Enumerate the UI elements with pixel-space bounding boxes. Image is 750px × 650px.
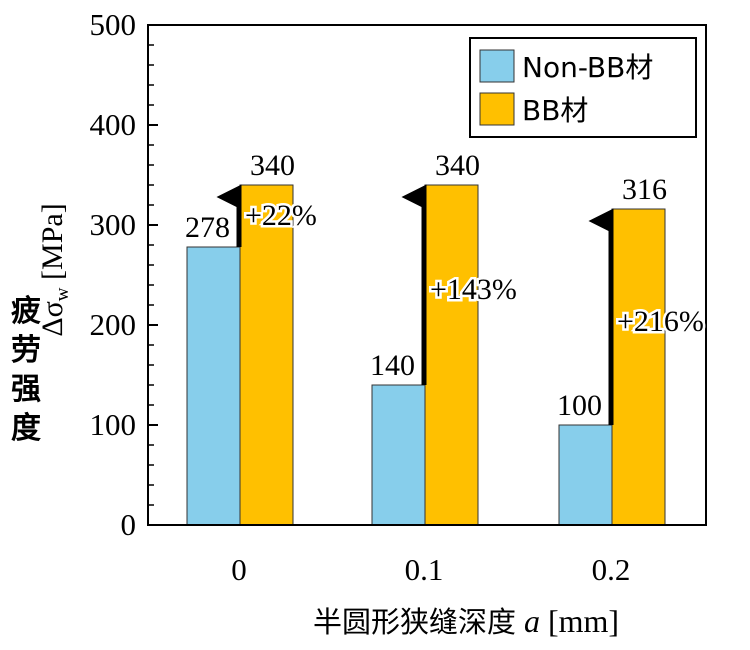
x-tick-label: 0: [231, 552, 247, 587]
bar-non-bb: [558, 424, 613, 526]
x-axis-label: 半圆形狭缝深度 a [mm]: [313, 603, 619, 639]
y-axis-label-char: 度: [11, 411, 41, 446]
bar-bb: [424, 184, 479, 526]
data-label-non-bb: 100: [557, 389, 602, 422]
x-tick-label: 0.1: [405, 552, 444, 587]
axes-layer: [147, 24, 707, 526]
y-axis-label-cn: 疲 劳 强 度: [6, 292, 46, 448]
x-axis-variable: a: [524, 603, 540, 639]
y-tick-label: 500: [90, 7, 137, 42]
x-tick-label: 0.2: [592, 552, 631, 587]
plot-frame: [147, 24, 707, 526]
data-label-bb: 340: [250, 149, 295, 182]
data-label-non-bb: 278: [185, 211, 230, 244]
bars-layer: [186, 184, 666, 526]
x-axis-unit: [mm]: [548, 603, 619, 639]
y-axis-label-char: 强: [11, 372, 41, 407]
x-axis-label-cn: 半圆形狭缝深度: [313, 605, 516, 639]
y-axis-unit: [MPa]: [36, 203, 69, 280]
y-axis-label-char: 疲: [11, 294, 41, 329]
legend-swatch-non-bb: [479, 49, 515, 83]
y-axis-label: Δσw [MPa]: [36, 203, 73, 336]
bar-bb: [239, 184, 294, 526]
data-label-bb: 340: [435, 149, 480, 182]
legend-swatch-bb: [479, 92, 515, 126]
y-tick-label: 300: [90, 207, 137, 242]
increase-label: +216%: [617, 305, 704, 338]
labels-layer: 278 340 +22% 0 140 340 +143% 0.1 100 316 +216% 0.2 0…: [90, 7, 707, 587]
y-tick-label: 100: [90, 407, 137, 442]
y-tick-label: 400: [90, 107, 137, 142]
legend: Non-BB材 BB材: [469, 37, 697, 138]
legend-label-bb: BB材: [522, 94, 588, 127]
y-axis-symbol: Δσ: [36, 301, 69, 336]
y-tick-label: 200: [90, 307, 137, 342]
bar-non-bb: [186, 246, 241, 526]
data-label-non-bb: 140: [370, 349, 415, 382]
bar-non-bb: [371, 384, 426, 526]
y-axis-subscript: w: [52, 287, 73, 301]
legend-label-non-bb: Non-BB材: [522, 51, 653, 84]
data-label-bb: 316: [622, 173, 667, 206]
y-tick-label: 0: [121, 507, 137, 542]
y-axis-label-char: 劳: [11, 333, 41, 368]
increase-label: +22%: [245, 199, 317, 232]
bar-bb: [611, 208, 666, 526]
arrows-layer: [216, 184, 614, 425]
increase-label: +143%: [430, 273, 517, 306]
